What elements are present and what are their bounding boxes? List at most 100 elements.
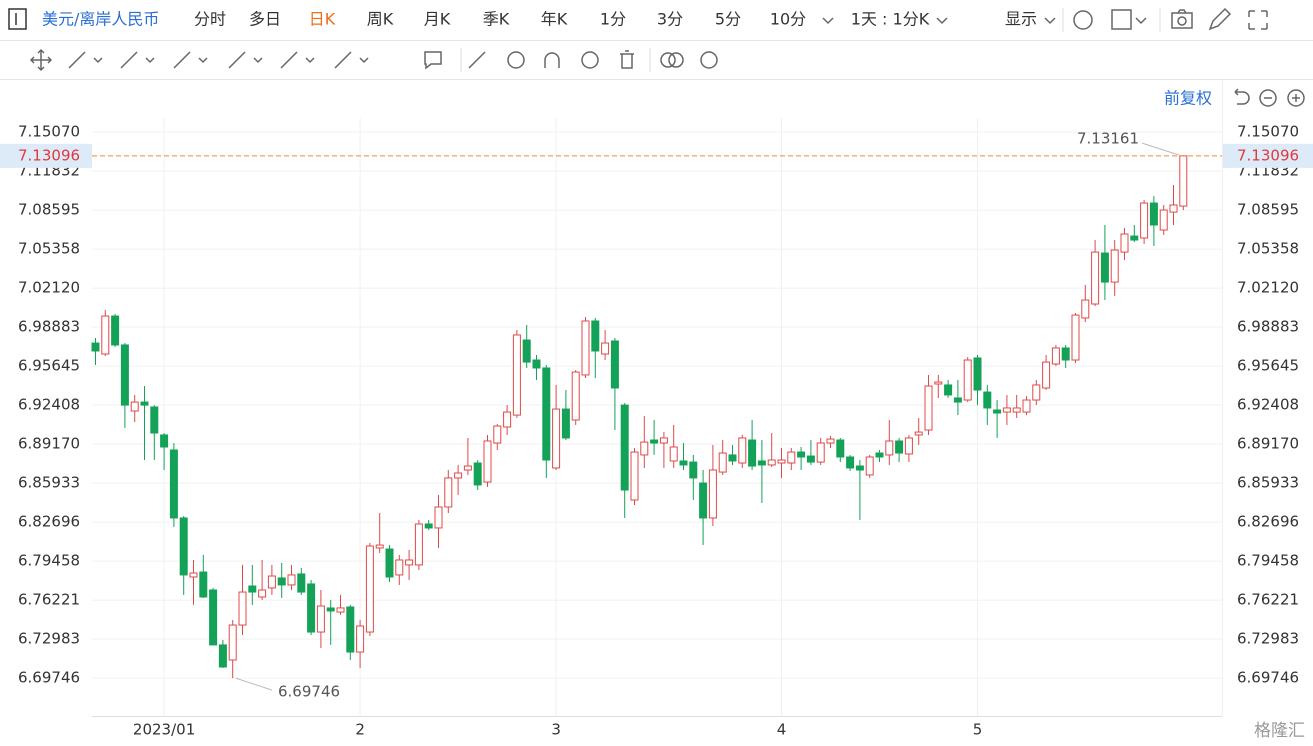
candle-body <box>767 459 776 466</box>
tool-button[interactable] <box>507 51 525 69</box>
candle-body <box>1140 202 1149 239</box>
undo-icon[interactable] <box>1234 88 1250 105</box>
candle-body <box>620 404 629 491</box>
y-tick-label-left: 7.15070 <box>18 123 80 141</box>
candle-body <box>806 455 815 463</box>
period-tab[interactable]: 季K <box>483 10 510 29</box>
candle-body <box>307 583 316 633</box>
high-leader <box>1141 142 1180 156</box>
period-tab[interactable]: 日K <box>309 10 336 29</box>
candle-body <box>669 446 678 462</box>
tool-button[interactable] <box>280 51 315 69</box>
adjustment[interactable]: 前复权 <box>1164 89 1212 108</box>
candle-body <box>571 371 580 421</box>
candle-body <box>944 384 953 396</box>
zoom-out[interactable] <box>1259 89 1277 107</box>
tool-button[interactable] <box>173 51 208 69</box>
candle-body <box>140 401 149 406</box>
tool-button[interactable] <box>468 51 486 69</box>
candle-body <box>326 607 335 612</box>
tool-button[interactable] <box>581 51 599 69</box>
chevron <box>822 17 834 25</box>
zoom-in-cross <box>1292 94 1300 102</box>
tool-button[interactable] <box>660 52 684 68</box>
fullscreen-icon[interactable] <box>1248 10 1268 30</box>
chevron <box>1135 17 1147 25</box>
candle-body <box>542 367 551 461</box>
candle-body <box>581 320 590 376</box>
candle-body <box>532 359 541 369</box>
candle-body <box>356 625 365 653</box>
interval-select[interactable]: 1天 : 1分K <box>851 10 930 29</box>
chevron <box>1044 17 1056 25</box>
period-tab[interactable]: 3分 <box>657 10 683 29</box>
settings-icon[interactable] <box>1073 10 1093 30</box>
period-tab[interactable]: 多日 <box>249 10 281 29</box>
candle-body <box>346 606 355 653</box>
tool-button[interactable] <box>424 51 442 70</box>
candle-body <box>1061 347 1070 361</box>
camera-icon[interactable] <box>1171 9 1193 29</box>
y-tick-label-left: 6.98883 <box>18 318 80 336</box>
chevron <box>145 57 155 64</box>
y-tick-label-left: 7.02120 <box>18 279 80 297</box>
line-tool-icon <box>173 51 191 69</box>
move-icon <box>29 48 53 72</box>
candle-body <box>336 607 345 613</box>
candle-body <box>454 472 463 479</box>
period-tab[interactable]: 1分 <box>600 10 626 29</box>
tool-button[interactable] <box>334 51 369 69</box>
y-tick-label-left: 6.79458 <box>18 552 80 570</box>
y-tick-label-left: 7.08595 <box>18 201 80 219</box>
line-tool-icon <box>68 51 86 69</box>
period-tab[interactable]: 10分 <box>770 10 806 29</box>
tool-button[interactable] <box>700 51 718 69</box>
period-tab[interactable]: 5分 <box>715 10 741 29</box>
tool-button[interactable] <box>228 51 263 69</box>
x-tick-label: 4 <box>777 721 787 739</box>
candle-body <box>1022 399 1031 413</box>
candle-body <box>199 571 208 598</box>
candle-body <box>1110 249 1119 283</box>
tool-button[interactable] <box>544 52 560 68</box>
period-tab[interactable]: 月K <box>424 10 451 29</box>
period-tab[interactable]: 分时 <box>194 10 226 29</box>
candle-body <box>150 406 159 434</box>
layout-icon[interactable] <box>1111 9 1132 30</box>
candle-body <box>865 456 874 476</box>
chevron <box>198 57 208 64</box>
y-tick-label-right: 6.89170 <box>1237 435 1299 453</box>
sidebar-toggle[interactable] <box>8 8 27 30</box>
tool-button[interactable] <box>29 48 53 72</box>
round-icon <box>700 51 718 69</box>
y-tick-label-right: 6.79458 <box>1237 552 1299 570</box>
y-tick-label-right: 7.05358 <box>1237 240 1299 258</box>
x-tick-label: 5 <box>973 721 983 739</box>
high-annotation: 7.13161 <box>1077 130 1139 148</box>
candle-body <box>895 440 904 454</box>
period-tab[interactable]: 周K <box>367 10 394 29</box>
y-tick-label-right: 6.76221 <box>1237 591 1299 609</box>
candle-body <box>1100 252 1109 283</box>
tool-button[interactable] <box>120 51 155 69</box>
chevron <box>93 57 103 64</box>
y-tick-label-right: 6.92408 <box>1237 396 1299 414</box>
y-tick-label-left: 6.92408 <box>18 396 80 414</box>
note-icon <box>424 51 442 70</box>
period-tab[interactable]: 年K <box>541 10 568 29</box>
candle-body <box>91 342 100 352</box>
last-price-label-left: 7.13096 <box>18 146 80 164</box>
candle-body <box>993 409 1002 414</box>
tool-button[interactable] <box>620 50 634 69</box>
zoom-in[interactable] <box>1287 89 1305 107</box>
tool-button[interactable] <box>68 51 103 69</box>
display-select[interactable]: 显示 <box>1005 10 1037 29</box>
x-tick-label: 2023/01 <box>133 721 195 739</box>
pen-icon[interactable] <box>1208 7 1232 31</box>
symbol[interactable]: 美元/离岸人民币 <box>42 10 159 29</box>
candle-body <box>787 451 796 464</box>
line-tool-icon <box>468 51 486 69</box>
y-tick-label-left: 6.82696 <box>18 513 80 531</box>
candle-body <box>836 439 845 458</box>
